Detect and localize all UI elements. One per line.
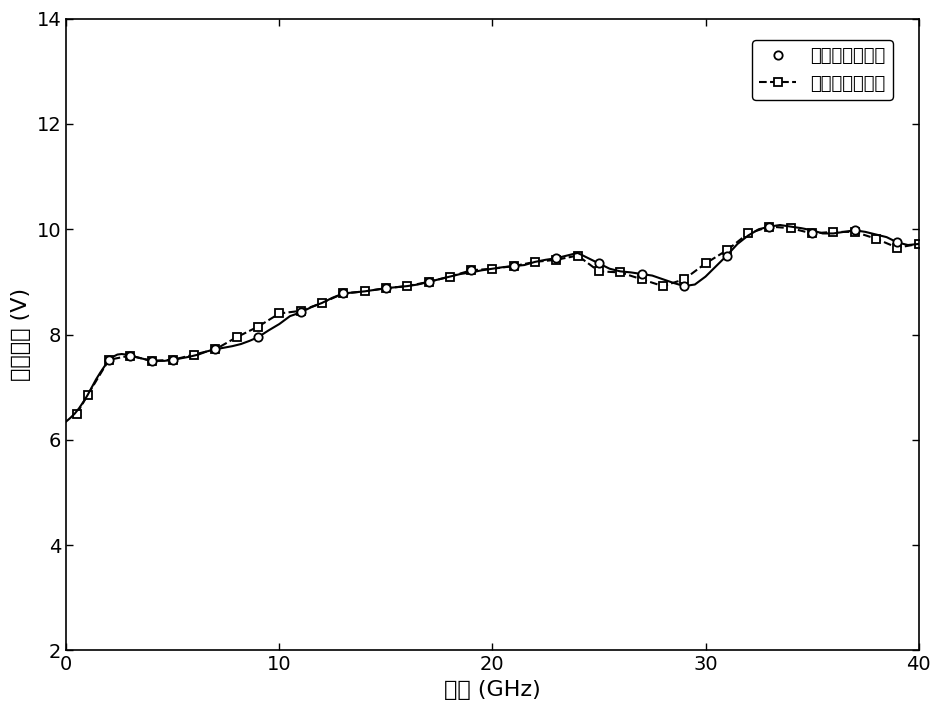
移频外差法结果 (423, 277, 434, 286)
移频外差法结果 (593, 267, 605, 276)
移频外差法结果 (337, 289, 349, 298)
移频外差法结果 (700, 260, 711, 268)
移频外差法结果 (614, 268, 625, 277)
本方案测量结果 (678, 282, 690, 290)
移频外差法结果 (82, 391, 93, 400)
移频外差法结果 (401, 282, 413, 290)
移频外差法结果 (487, 264, 498, 273)
本方案测量结果 (337, 289, 349, 298)
移频外差法结果 (892, 243, 903, 252)
移频外差法结果 (742, 229, 754, 237)
本方案测量结果 (465, 266, 477, 274)
移频外差法结果 (231, 333, 242, 341)
移频外差法结果 (636, 275, 647, 284)
移频外差法结果 (210, 345, 221, 353)
移频外差法结果 (849, 228, 860, 236)
本方案测量结果 (722, 251, 733, 260)
本方案测量结果 (146, 357, 157, 365)
Y-axis label: 半波电压 (V): 半波电压 (V) (11, 288, 31, 381)
移频外差法结果 (72, 410, 83, 418)
本方案测量结果 (381, 284, 392, 292)
移频外差法结果 (317, 299, 328, 307)
本方案测量结果 (551, 254, 562, 262)
移频外差法结果 (124, 351, 136, 360)
本方案测量结果 (104, 356, 115, 364)
Line: 本方案测量结果: 本方案测量结果 (105, 223, 901, 365)
移频外差法结果 (785, 224, 796, 232)
移频外差法结果 (828, 228, 839, 236)
移频外差法结果 (295, 306, 306, 315)
移频外差法结果 (359, 287, 370, 296)
移频外差法结果 (508, 262, 519, 270)
本方案测量结果 (849, 226, 860, 235)
移频外差法结果 (764, 223, 775, 231)
移频外差法结果 (806, 229, 818, 237)
移频外差法结果 (188, 351, 200, 359)
X-axis label: 频率 (GHz): 频率 (GHz) (444, 680, 541, 700)
移频外差法结果 (146, 357, 157, 365)
移频外差法结果 (658, 282, 669, 290)
本方案测量结果 (210, 345, 221, 353)
移频外差法结果 (252, 322, 264, 331)
移频外差法结果 (551, 255, 562, 264)
本方案测量结果 (892, 238, 903, 247)
本方案测量结果 (508, 262, 519, 270)
移频外差法结果 (529, 257, 541, 266)
本方案测量结果 (593, 260, 605, 268)
本方案测量结果 (423, 277, 434, 286)
本方案测量结果 (764, 223, 775, 231)
移频外差法结果 (274, 309, 285, 318)
本方案测量结果 (636, 269, 647, 278)
移频外差法结果 (722, 246, 733, 255)
本方案测量结果 (252, 333, 264, 341)
本方案测量结果 (124, 351, 136, 360)
移频外差法结果 (167, 356, 178, 364)
移频外差法结果 (104, 356, 115, 364)
移频外差法结果 (870, 235, 882, 243)
本方案测量结果 (167, 356, 178, 364)
移频外差法结果 (445, 272, 456, 281)
移频外差法结果 (572, 251, 583, 260)
Legend: 本方案测量结果, 移频外差法结果: 本方案测量结果, 移频外差法结果 (753, 41, 892, 100)
移频外差法结果 (465, 266, 477, 274)
本方案测量结果 (806, 229, 818, 237)
移频外差法结果 (381, 284, 392, 292)
Line: 移频外差法结果: 移频外差法结果 (73, 223, 923, 417)
移频外差法结果 (678, 275, 690, 284)
本方案测量结果 (295, 308, 306, 316)
移频外差法结果 (913, 240, 924, 248)
